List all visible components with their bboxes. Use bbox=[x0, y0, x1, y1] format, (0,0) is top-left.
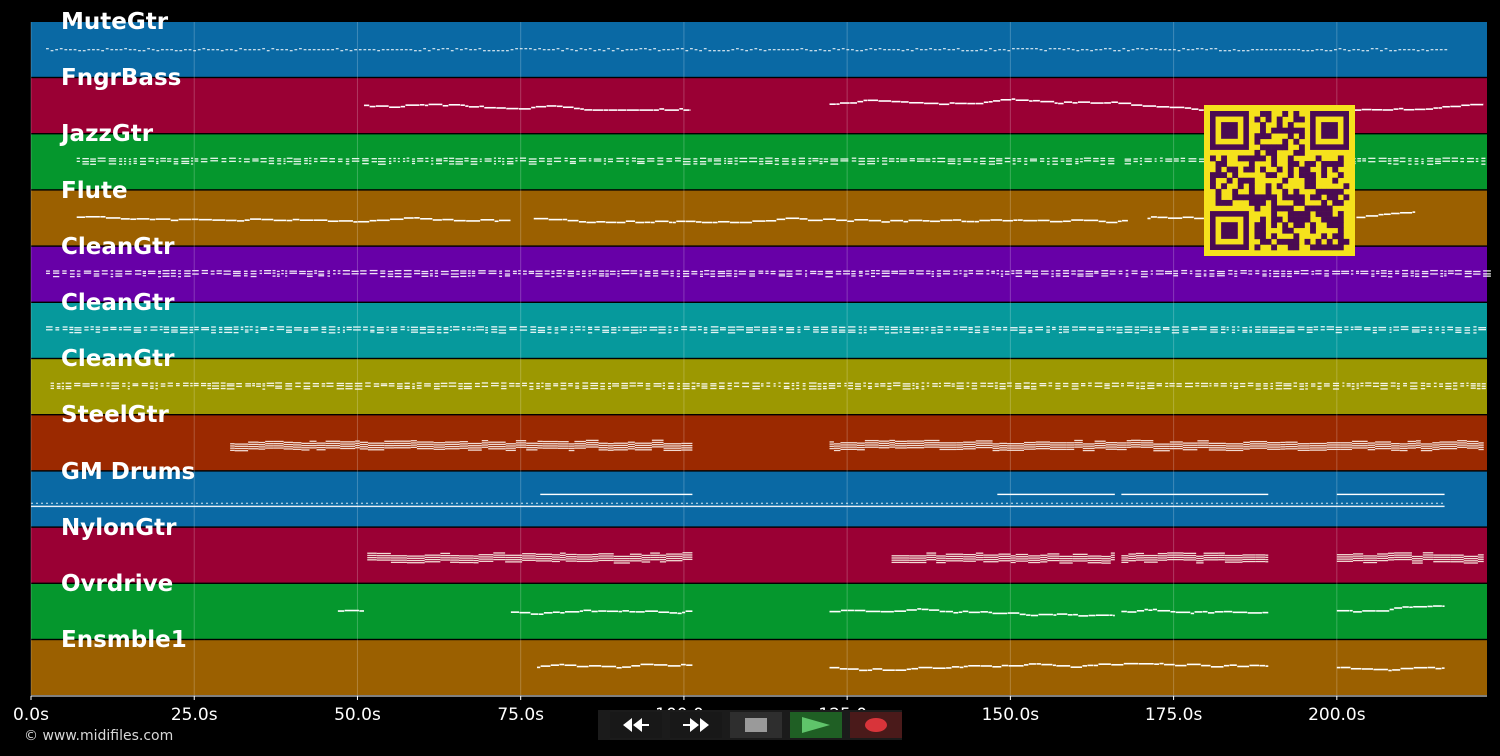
x-tick-label: 0.0s bbox=[13, 705, 49, 725]
play-button[interactable] bbox=[790, 712, 842, 738]
transport-bar bbox=[598, 710, 902, 740]
track-label: GM Drums bbox=[61, 458, 196, 485]
track-notes bbox=[230, 439, 1484, 452]
track-lane bbox=[31, 471, 1487, 527]
qr-code-icon bbox=[1204, 105, 1355, 256]
rewind-icon bbox=[623, 718, 649, 732]
track-notes bbox=[337, 605, 1445, 617]
track-label: JazzGtr bbox=[61, 121, 154, 148]
play-icon bbox=[802, 717, 830, 733]
track-notes bbox=[363, 98, 1484, 111]
track-label: Ensmble1 bbox=[61, 627, 187, 654]
track-notes bbox=[46, 326, 1487, 334]
stop-button[interactable] bbox=[730, 712, 782, 738]
track-label: Flute bbox=[61, 177, 128, 204]
track-lane bbox=[31, 640, 1487, 695]
track-label: CleanGtr bbox=[61, 233, 175, 260]
track-label: FngrBass bbox=[61, 65, 182, 92]
record-icon bbox=[865, 718, 887, 732]
track-lane bbox=[31, 22, 1487, 77]
fast-forward-button[interactable] bbox=[670, 712, 722, 738]
x-tick-label: 175.0s bbox=[1144, 705, 1203, 725]
copyright-text: © www.midifiles.com bbox=[24, 728, 174, 744]
stop-icon bbox=[745, 718, 767, 732]
track-notes bbox=[50, 382, 1486, 390]
track-label: NylonGtr bbox=[61, 514, 177, 541]
track-label: CleanGtr bbox=[61, 346, 175, 373]
x-tick-label: 200.0s bbox=[1308, 705, 1366, 725]
track-notes bbox=[46, 269, 1491, 278]
track-notes bbox=[46, 48, 1448, 52]
track-label: CleanGtr bbox=[61, 290, 175, 316]
track-lane bbox=[31, 527, 1487, 583]
x-tick-label: 75.0s bbox=[497, 705, 545, 725]
track-notes bbox=[76, 211, 1416, 224]
track-notes bbox=[537, 662, 1445, 672]
x-tick-label: 150.0s bbox=[981, 705, 1040, 725]
track-notes bbox=[367, 552, 1484, 564]
track-lane bbox=[31, 584, 1487, 639]
track-label: Ovrdrive bbox=[61, 571, 174, 597]
fast-forward-icon bbox=[683, 718, 709, 732]
x-tick-label: 25.0s bbox=[170, 705, 218, 725]
rewind-button[interactable] bbox=[610, 712, 662, 738]
record-button[interactable] bbox=[850, 712, 902, 738]
track-notes bbox=[31, 493, 1445, 508]
track-label: MuteGtr bbox=[61, 9, 169, 35]
x-tick-label: 50.0s bbox=[334, 705, 381, 725]
track-label: SteelGtr bbox=[61, 402, 169, 429]
